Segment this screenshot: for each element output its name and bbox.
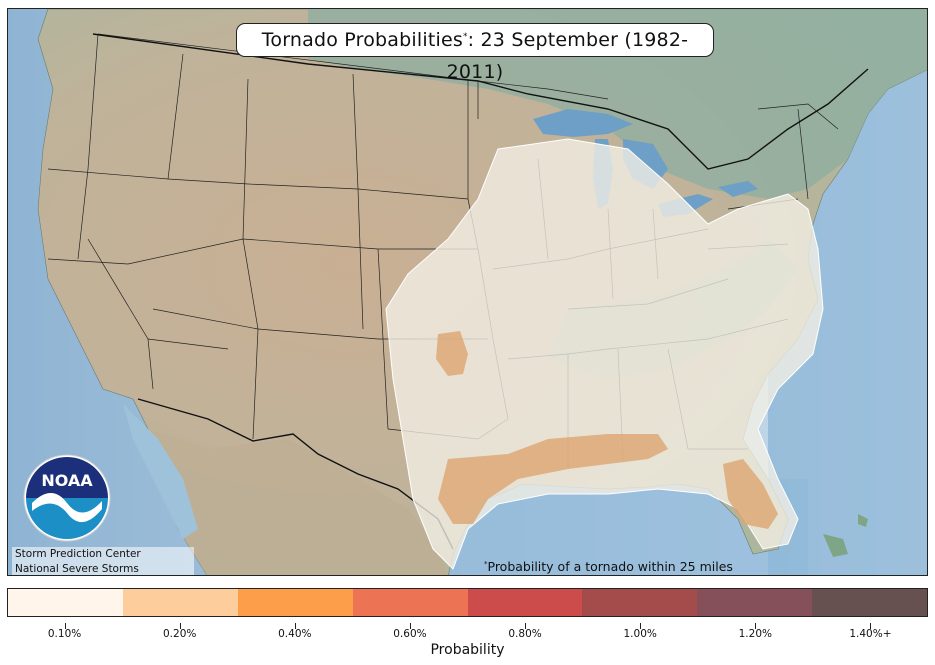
colorbar-segment: [467, 589, 583, 616]
colorbar-label: 0.40%: [278, 628, 312, 640]
probability-0.20-area-gulf-coast: [438, 434, 668, 524]
colorbar-segment: [237, 589, 353, 616]
map-panel[interactable]: Tornado Probabilities*: 23 September (19…: [7, 8, 928, 576]
colorbar-segment: [812, 589, 927, 616]
colorbar-title: Probability: [430, 642, 505, 658]
title-star: *: [462, 32, 468, 42]
footnote-text: Probability of a tornado within 25 miles: [487, 559, 733, 574]
colorbar-tick: [294, 623, 296, 629]
lake-superior: [533, 109, 633, 137]
gulf-of-california: [123, 404, 198, 539]
colorbar-segment: [8, 589, 123, 616]
credit-line-1: Storm Prediction Center: [15, 548, 141, 560]
colorbar-label: 0.80%: [508, 628, 542, 640]
colorbar-tick: [755, 623, 757, 629]
lake-ontario: [718, 181, 758, 197]
colorbar-label: 1.00%: [623, 628, 657, 640]
bahamas: [823, 534, 848, 557]
colorbar-segment: [352, 589, 468, 616]
map-title: Tornado Probabilities*: 23 September (19…: [236, 23, 714, 83]
colorbar-segment: [697, 589, 813, 616]
mexico: [148, 429, 448, 575]
probability-0.20-area-florida: [723, 459, 778, 529]
colorbar-label: 0.10%: [47, 628, 82, 640]
colorbar-label: 1.40%+: [849, 628, 892, 640]
colorbar: [7, 588, 928, 617]
colorbar-tick: [870, 623, 872, 629]
tornado-probability-map: [8, 9, 927, 575]
colorbar-tick: [525, 623, 527, 629]
credit-box: Storm Prediction Center National Severe …: [12, 547, 194, 575]
colorbar-tick: [409, 623, 411, 629]
colorbar-label: 0.20%: [163, 628, 197, 640]
noaa-logo-icon: NOAA: [23, 454, 111, 542]
colorbar-label: 0.60%: [393, 628, 427, 640]
islands: [858, 514, 868, 527]
title-rest: : 23 September (1982-2011): [446, 29, 689, 83]
credit-line-2: National Severe Storms Laboratory: [15, 563, 139, 575]
colorbar-segment: [122, 589, 238, 616]
colorbar-tick: [640, 623, 642, 629]
colorbar-label: 1.20%: [738, 628, 772, 640]
footnote: *Probability of a tornado within 25 mile…: [484, 559, 733, 574]
logo-text: NOAA: [41, 471, 93, 490]
probability-0.20-area-oklahoma: [436, 331, 468, 376]
footnote-star: *: [484, 559, 488, 568]
title-main: Tornado Probabilities: [261, 29, 463, 51]
colorbar-segment: [582, 589, 698, 616]
colorbar-tick: [64, 623, 66, 629]
colorbar-tick: [179, 623, 181, 629]
us-canada-border: [92, 33, 869, 170]
